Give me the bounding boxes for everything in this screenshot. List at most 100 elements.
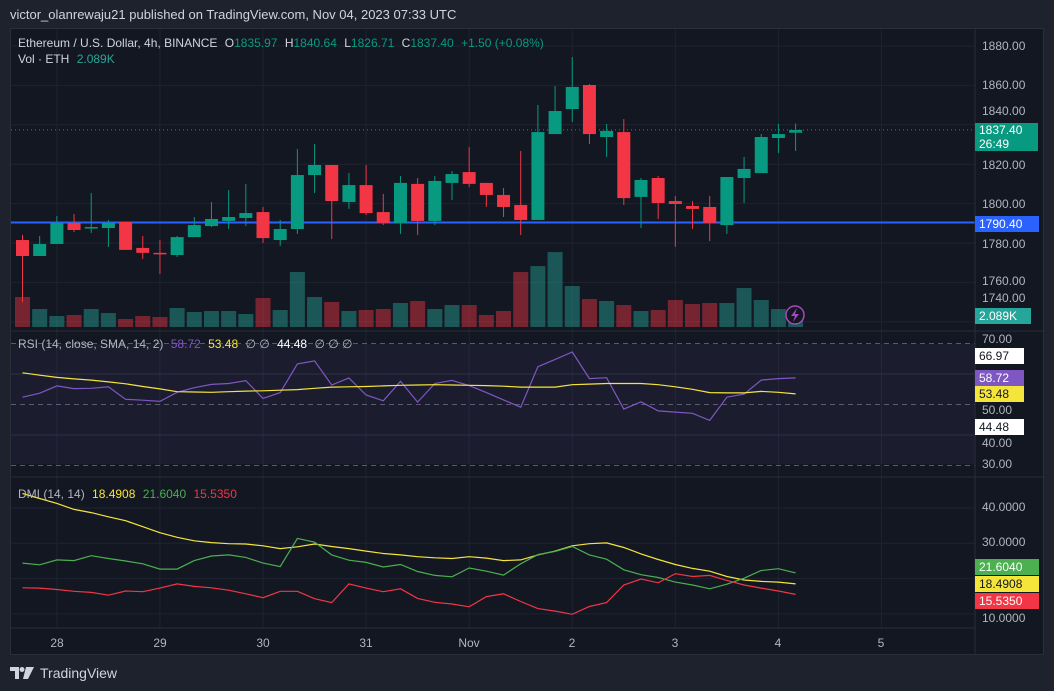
volume-bar	[221, 311, 237, 327]
tradingview-logo-icon	[10, 667, 34, 679]
candle-up	[50, 222, 64, 244]
dmi-tick: 40.0000	[982, 500, 1026, 514]
lightning-icon[interactable]	[785, 305, 805, 325]
volume-bar	[341, 311, 357, 327]
volume-bar	[358, 310, 374, 327]
candle-up	[273, 229, 287, 241]
volume-bar	[564, 286, 580, 327]
horizontal-line-price-tag: 1790.40	[975, 216, 1039, 232]
rsi-title[interactable]: RSI (14, close, SMA, 14, 2)	[18, 337, 164, 351]
candle-up	[789, 129, 803, 133]
dmi-tick: 10.0000	[982, 611, 1026, 625]
candle-up	[600, 130, 614, 138]
volume-bar	[324, 302, 340, 327]
time-tick: 29	[153, 636, 167, 650]
candle-up	[101, 222, 115, 229]
candle-up	[445, 174, 459, 183]
volume-bar	[599, 301, 615, 327]
rsi-tag-upper: 66.97	[975, 348, 1024, 364]
last-price: 1837.40	[979, 123, 1023, 137]
price-tick: 1740.00	[982, 291, 1026, 305]
candle-down	[136, 247, 150, 253]
volume-bar	[427, 309, 443, 327]
candle-up	[720, 177, 734, 226]
time-tick: 3	[671, 636, 679, 650]
candle-up	[565, 86, 579, 110]
volume-bar	[581, 299, 597, 327]
main-legend: Ethereum / U.S. Dollar, 4h, BINANCE O183…	[18, 36, 548, 50]
rsi-band	[11, 344, 975, 464]
price-tick: 1820.00	[982, 158, 1026, 172]
volume-bar	[169, 308, 185, 327]
volume-bar	[530, 266, 546, 327]
candle-down	[67, 222, 81, 230]
price-tick: 1860.00	[982, 78, 1026, 92]
volume-bar	[289, 272, 305, 327]
last-price-tag: 1837.40 26:49	[975, 123, 1038, 151]
candle-up	[754, 137, 768, 174]
volume-tag: 2.089K	[975, 308, 1031, 324]
candle-down	[497, 194, 511, 207]
candle-down	[651, 177, 665, 204]
grid	[11, 29, 975, 628]
candle-up	[290, 175, 304, 230]
chart-frame[interactable]	[10, 28, 1044, 655]
candle-up	[771, 134, 785, 138]
volume-bar	[272, 310, 288, 327]
volume-bar	[66, 315, 82, 327]
candle-down	[703, 206, 717, 223]
low-value: 1826.71	[350, 36, 395, 50]
volume-bar	[100, 313, 116, 327]
candle-down	[462, 172, 476, 184]
plus-di-value: 21.6040	[142, 487, 187, 501]
minus-di-tag: 15.5350	[975, 593, 1039, 609]
volume-legend: Vol · ETH 2.089K	[18, 52, 119, 66]
price-tick: 1880.00	[982, 39, 1026, 53]
candle-down	[325, 164, 339, 202]
symbol-title[interactable]: Ethereum / U.S. Dollar, 4h, BINANCE	[18, 36, 218, 50]
rsi-value-3: 44.48	[277, 337, 308, 351]
volume-bar	[238, 314, 254, 327]
volume-bar	[702, 303, 718, 327]
volume-bar	[719, 303, 735, 327]
minus-di-line	[22, 573, 796, 615]
dmi-legend: DMI (14, 14) 18.4908 21.6040 15.5350	[18, 487, 241, 501]
candle-up	[170, 237, 184, 256]
price-tick: 1800.00	[982, 197, 1026, 211]
candle-up	[222, 216, 236, 221]
change-value: +1.50 (+0.08%)	[461, 36, 544, 50]
candle-up	[531, 132, 545, 220]
rsi-sma-value: 53.48	[208, 337, 239, 351]
plus-di-line	[22, 537, 796, 590]
time-tick: 4	[774, 636, 782, 650]
rsi-tag-lower: 44.48	[975, 419, 1024, 435]
candle-up	[84, 227, 98, 229]
candle-down	[153, 252, 167, 255]
candle-up	[548, 111, 562, 135]
volume-bar	[633, 311, 649, 327]
candle-down	[582, 85, 596, 135]
candle-down	[617, 132, 631, 199]
plus-di-tag: 21.6040	[975, 559, 1039, 575]
volume-label[interactable]: Vol · ETH	[18, 52, 70, 66]
candle-down	[514, 204, 528, 220]
candle-down	[256, 212, 270, 239]
candle-up	[428, 180, 442, 221]
bar-countdown: 26:49	[979, 137, 1010, 151]
candle-up	[393, 182, 407, 223]
volume-bar	[616, 305, 632, 327]
volume-bar	[461, 305, 477, 327]
rsi-sma-line	[22, 372, 796, 395]
price-tick: 1840.00	[982, 104, 1026, 118]
tradingview-logo[interactable]: TradingView	[10, 665, 117, 681]
high-value: 1840.64	[293, 36, 337, 50]
time-tick: 31	[359, 636, 373, 650]
candle-up	[342, 185, 356, 203]
volume-bar	[650, 310, 666, 327]
volume-bar	[375, 309, 391, 327]
volume-bar	[15, 297, 30, 327]
time-tick: Nov	[458, 636, 480, 650]
open-label: O	[224, 36, 235, 50]
dmi-title[interactable]: DMI (14, 14)	[18, 487, 85, 501]
